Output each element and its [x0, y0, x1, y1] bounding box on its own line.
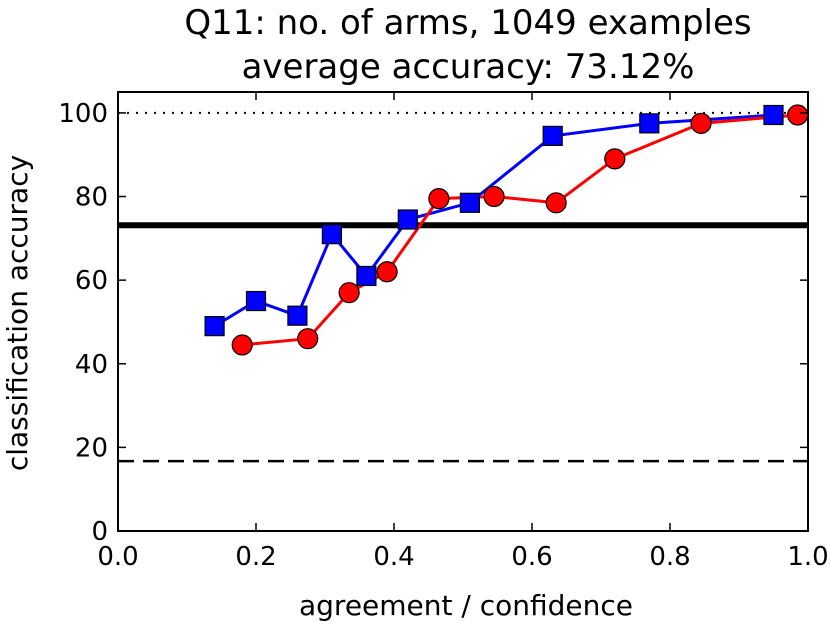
y-tick-label: 100: [58, 99, 108, 129]
axes-frame: [117, 91, 809, 532]
series-1-point: [356, 265, 377, 287]
y-tick-label: 20: [75, 433, 108, 463]
x-tick-label: 0.8: [649, 542, 690, 572]
y-tick-label: 60: [75, 266, 108, 296]
series-1-point: [245, 290, 267, 312]
series-1-point: [287, 305, 308, 326]
series-2-point: [690, 112, 712, 134]
chart-subtitle: average accuracy: 73.12%: [242, 47, 695, 87]
series-1-point: [204, 316, 225, 337]
x-tick-label: 0.2: [235, 542, 276, 572]
series-1-point: [763, 104, 784, 126]
x-tick-label: 0.4: [373, 542, 414, 572]
series-2-point: [428, 188, 450, 210]
series-line-1: [213, 113, 774, 328]
series-2-point: [483, 185, 505, 208]
x-tick-label: 0.6: [511, 542, 552, 572]
series-2-point: [604, 148, 626, 170]
series-2-point: [376, 261, 398, 283]
series-2-point: [297, 328, 319, 350]
series-2-point: [787, 104, 809, 126]
plot-area: 0.0 0.2 0.4 0.6 0.8 1.0 0 20 40 60 80 100: [58, 91, 829, 572]
series-1-point: [321, 224, 342, 245]
y-axis-label: classification accuracy: [1, 155, 34, 471]
y-tick-label: 0: [91, 517, 108, 547]
x-tick-label: 1.0: [787, 542, 828, 572]
x-tick-label: 0.0: [97, 542, 138, 572]
series-1-point: [459, 192, 480, 213]
series-2-point: [338, 282, 360, 304]
series-1-point: [397, 209, 418, 230]
series-1-point: [639, 113, 660, 134]
series-1-point: [542, 125, 563, 147]
series-2-point: [231, 334, 253, 356]
series-2-point: [545, 192, 567, 214]
chart-title: Q11: no. of arms, 1049 examples: [184, 3, 751, 43]
y-tick-label: 80: [75, 183, 108, 213]
x-axis-label: agreement / confidence: [299, 589, 633, 622]
y-tick-label: 40: [75, 350, 108, 380]
